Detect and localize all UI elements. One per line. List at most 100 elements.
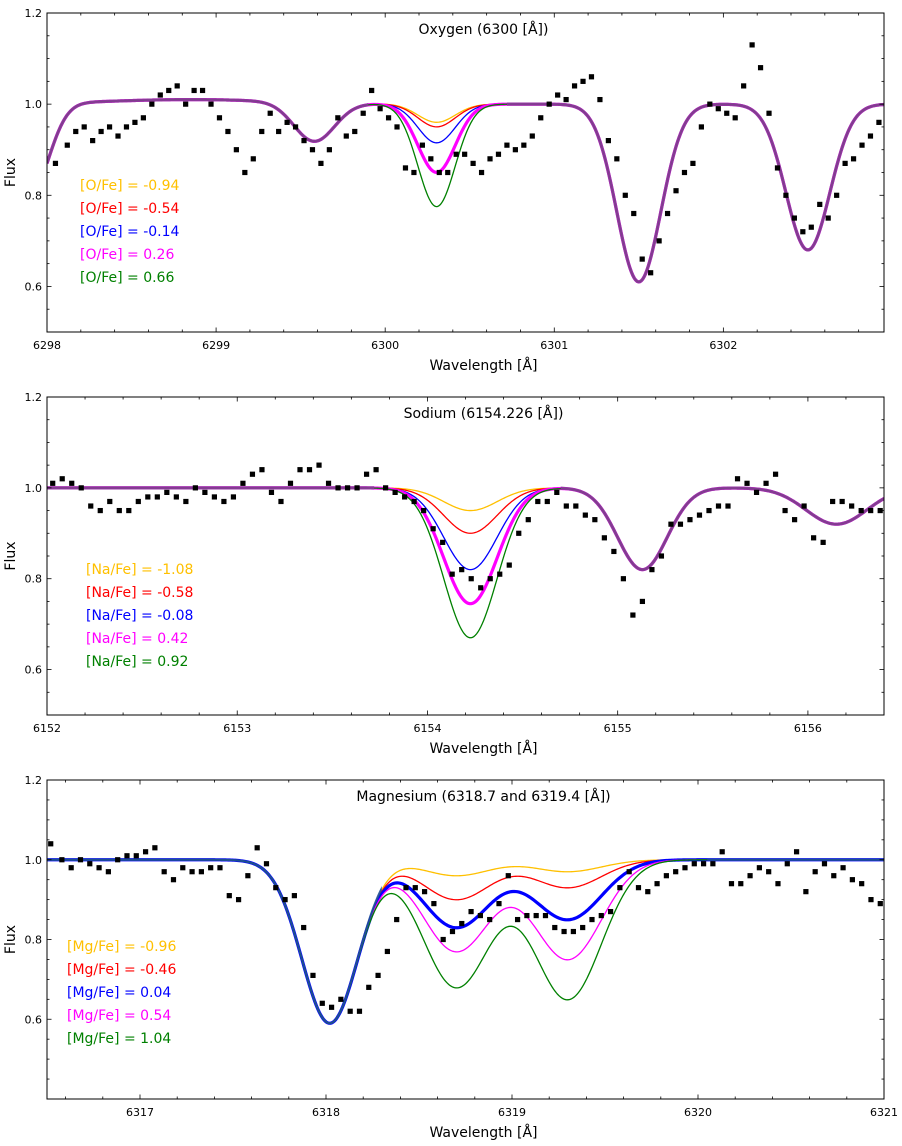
x-tick-label: 6301 xyxy=(540,339,568,352)
data-point xyxy=(808,224,814,230)
data-point xyxy=(803,889,809,895)
data-point xyxy=(622,192,628,198)
data-point xyxy=(592,517,598,523)
legend-entry-3: [Na/Fe] = -0.08 xyxy=(86,608,193,624)
data-point xyxy=(512,147,518,153)
data-point xyxy=(732,115,738,121)
data-point xyxy=(645,889,651,895)
data-point xyxy=(347,1008,353,1014)
data-point xyxy=(876,119,882,125)
data-point xyxy=(728,881,735,887)
y-tick-label: 0.6 xyxy=(25,280,43,293)
data-point xyxy=(734,476,741,482)
chart-panel-1: 6298 6299 6300 6301 6302 0.6 0.8 1.0 1.2 Oxygen (… xyxy=(3,7,885,374)
data-point xyxy=(654,881,660,887)
data-point xyxy=(126,507,132,514)
data-point xyxy=(52,160,59,166)
data-point xyxy=(631,210,637,217)
data-point xyxy=(834,192,840,198)
data-point xyxy=(715,503,722,509)
x-axis-label: Wavelength [Å] xyxy=(429,1124,537,1141)
data-point xyxy=(877,901,883,907)
data-point xyxy=(859,142,865,148)
data-point xyxy=(524,912,530,919)
data-point xyxy=(366,984,372,990)
data-point xyxy=(687,517,693,523)
data-point xyxy=(284,119,290,125)
data-point xyxy=(775,881,781,887)
data-point xyxy=(385,115,392,121)
x-tick-label: 6319 xyxy=(498,1106,526,1119)
data-point xyxy=(580,924,586,931)
data-point xyxy=(291,893,297,899)
data-point xyxy=(817,201,823,207)
data-point xyxy=(278,498,284,505)
legend-entry-5: [O/Fe] = 0.66 xyxy=(80,270,174,286)
data-point xyxy=(648,270,654,276)
data-point xyxy=(468,576,474,582)
legend-entry-2: [Na/Fe] = -0.58 xyxy=(86,585,193,601)
data-point xyxy=(64,142,70,148)
data-point xyxy=(48,841,54,847)
data-point xyxy=(221,498,227,505)
data-point xyxy=(394,124,400,130)
data-point xyxy=(626,869,632,875)
legend-entry-4: [Mg/Fe] = 0.54 xyxy=(67,1008,171,1024)
data-point xyxy=(68,865,74,871)
data-point xyxy=(682,865,688,871)
data-point xyxy=(552,924,558,931)
data-point xyxy=(487,576,493,582)
data-point xyxy=(744,480,750,486)
data-point xyxy=(383,485,389,491)
data-point xyxy=(301,924,307,931)
model-line-1 xyxy=(47,487,884,571)
chart-panel-2: 6152 6153 6154 6155 6156 0.6 0.8 1.0 1.2 Sodium (… xyxy=(3,391,885,757)
x-tick-label: 6317 xyxy=(126,1106,154,1119)
x-axis-label: Wavelength [Å] xyxy=(429,740,537,757)
data-point xyxy=(496,901,502,907)
data-point xyxy=(459,920,465,927)
data-point xyxy=(698,124,704,130)
data-point xyxy=(319,1000,325,1006)
data-point xyxy=(421,889,428,895)
data-point xyxy=(392,489,398,495)
data-point xyxy=(240,480,246,486)
data-point xyxy=(589,916,595,923)
data-point xyxy=(800,229,806,235)
data-point xyxy=(81,124,87,130)
data-point xyxy=(868,897,874,903)
data-point xyxy=(598,912,604,919)
data-point xyxy=(233,147,239,153)
data-point xyxy=(369,87,375,94)
data-point xyxy=(831,873,837,879)
data-point xyxy=(412,885,418,891)
data-point xyxy=(607,908,614,915)
data-point xyxy=(343,133,349,139)
data-point xyxy=(419,142,425,148)
chart-panel-3: 6317 6318 6319 6320 6321 0.6 0.8 1.0 1.2 Magnesiu… xyxy=(3,774,898,1141)
data-point xyxy=(198,869,204,875)
data-point xyxy=(192,485,198,491)
x-tick-label: 6318 xyxy=(312,1106,340,1119)
data-point xyxy=(249,471,256,477)
legend-entry-1: [O/Fe] = -0.94 xyxy=(80,178,180,194)
x-tick-label: 6298 xyxy=(33,339,61,352)
data-point xyxy=(338,996,344,1002)
data-point xyxy=(96,865,102,871)
data-point xyxy=(217,865,223,871)
data-point xyxy=(470,160,476,166)
data-point xyxy=(504,142,510,148)
model-line-3 xyxy=(47,487,884,571)
data-point xyxy=(199,87,206,94)
x-tick-label: 6299 xyxy=(202,339,230,352)
data-point xyxy=(157,92,163,98)
data-point xyxy=(859,881,865,887)
data-point xyxy=(715,106,721,112)
data-point xyxy=(309,147,316,153)
data-point xyxy=(849,877,855,883)
data-point xyxy=(394,916,400,923)
data-point xyxy=(725,503,731,509)
model-line-2 xyxy=(47,487,884,571)
data-point xyxy=(555,92,561,98)
